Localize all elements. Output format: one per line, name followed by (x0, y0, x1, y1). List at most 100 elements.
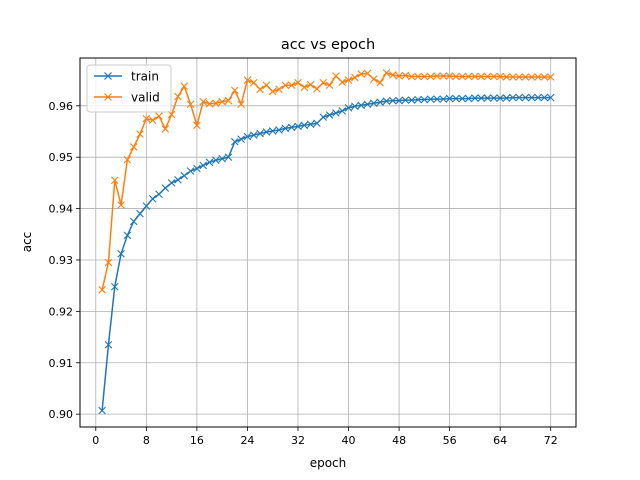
data-point-train (527, 93, 536, 102)
data-point-train (357, 101, 365, 110)
data-point-train (110, 282, 119, 291)
data-point-valid (483, 72, 492, 81)
data-point-train (199, 161, 207, 170)
data-point-valid (464, 72, 473, 81)
data-point-train (319, 113, 328, 121)
data-point-train (401, 96, 410, 104)
data-point-train (123, 231, 132, 240)
data-point-valid (452, 72, 460, 81)
data-point-train (306, 120, 315, 129)
data-point-valid (129, 143, 138, 151)
data-point-valid (243, 76, 252, 84)
data-point-valid (237, 100, 245, 109)
y-tick-label: 0.90 (49, 408, 74, 421)
legend-label-valid: valid (131, 91, 160, 105)
data-point-train (180, 171, 189, 180)
data-point-train (420, 95, 429, 104)
data-point-train (300, 121, 309, 130)
data-point-train (445, 94, 454, 103)
data-point-train (414, 95, 422, 104)
data-point-train (370, 99, 378, 108)
data-point-valid (395, 72, 403, 80)
data-point-train (281, 124, 290, 133)
x-tick-label: 64 (493, 434, 507, 447)
legend-marker-train (104, 72, 112, 80)
data-point-valid (287, 81, 296, 90)
y-tick-label: 0.92 (49, 305, 74, 318)
data-point-valid (224, 96, 233, 105)
y-tick-label: 0.95 (49, 151, 74, 164)
data-point-train (338, 107, 347, 115)
series-layer (98, 69, 555, 415)
data-point-valid (401, 71, 410, 80)
data-point-valid (357, 70, 365, 78)
data-point-valid (281, 81, 290, 90)
data-point-valid (414, 72, 422, 81)
y-axis-ticks: 0.90 0.91 0.92 0.93 0.94 0.95 0.96 (49, 100, 80, 421)
data-point-train (344, 104, 353, 112)
data-point-valid (546, 73, 555, 81)
data-point-train (426, 95, 435, 103)
data-point-train (205, 158, 214, 167)
x-tick-label: 72 (544, 434, 558, 447)
data-point-valid (351, 73, 359, 82)
data-point-valid (142, 114, 151, 123)
chart-title: acc vs epoch (281, 37, 375, 53)
data-point-train (464, 94, 473, 103)
y-tick-label: 0.94 (49, 203, 74, 216)
data-point-valid (262, 81, 271, 90)
series-line-valid (101, 72, 551, 290)
data-point-valid (344, 76, 353, 84)
legend-label-train: train (131, 70, 159, 84)
data-point-train (496, 94, 504, 102)
data-point-train (540, 93, 549, 102)
data-point-train (212, 156, 220, 165)
data-point-train (294, 122, 302, 131)
data-point-train (471, 94, 479, 102)
data-point-valid (433, 72, 441, 80)
data-point-valid (148, 116, 157, 124)
data-point-train (534, 93, 542, 102)
data-point-valid (300, 83, 309, 92)
data-point-valid (534, 73, 542, 81)
data-point-valid (527, 73, 536, 81)
data-point-valid (471, 72, 479, 81)
data-point-train (98, 406, 106, 415)
data-point-train (142, 202, 151, 210)
data-point-valid (363, 69, 372, 78)
data-point-train (262, 128, 271, 136)
data-point-valid (268, 87, 277, 96)
data-point-valid (490, 72, 498, 81)
data-point-train (490, 94, 498, 102)
data-point-train (268, 127, 277, 135)
x-tick-label: 56 (443, 434, 457, 447)
x-axis-ticks: 0 8 16 24 32 40 48 56 64 72 (92, 427, 558, 447)
y-axis-label: acc (20, 232, 34, 253)
data-point-valid (502, 73, 511, 81)
data-point-valid (338, 78, 347, 86)
data-point-train (458, 94, 467, 103)
data-point-train (433, 95, 441, 103)
data-point-valid (445, 72, 454, 80)
legend: train valid (86, 64, 172, 113)
x-tick-label: 40 (342, 434, 356, 447)
data-point-valid (212, 99, 220, 108)
data-point-valid (370, 75, 378, 83)
data-point-valid (98, 285, 106, 294)
data-point-train (388, 96, 397, 105)
data-point-valid (294, 78, 302, 87)
data-point-train (218, 154, 226, 163)
data-point-valid (382, 69, 391, 77)
data-point-train (129, 217, 138, 226)
data-point-valid (256, 85, 264, 94)
data-point-valid (136, 130, 144, 138)
series-train (98, 93, 555, 415)
data-point-valid (407, 72, 416, 81)
data-point-train (546, 93, 555, 102)
data-point-valid (313, 85, 321, 93)
data-point-valid (199, 97, 207, 106)
data-point-valid (515, 73, 523, 81)
data-point-train (167, 179, 176, 187)
data-point-train (275, 126, 283, 134)
